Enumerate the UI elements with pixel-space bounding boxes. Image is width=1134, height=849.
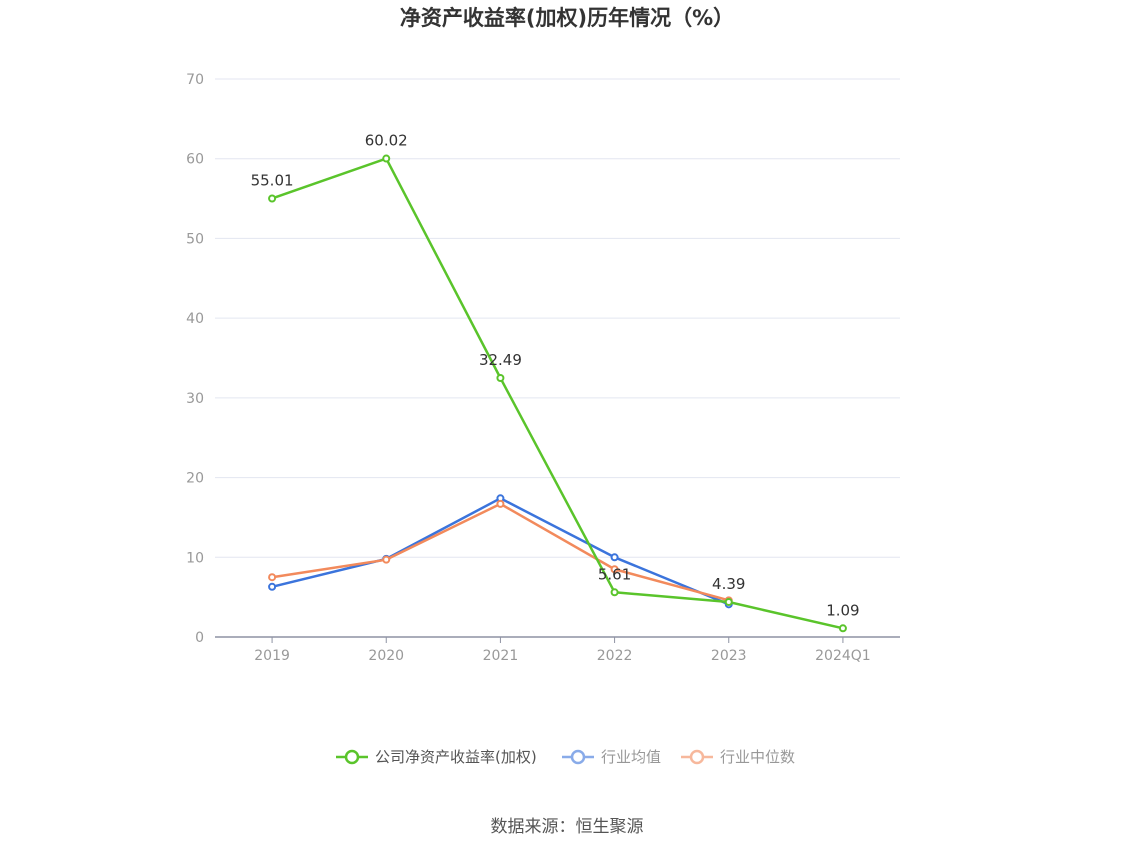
data-point[interactable]: [610, 588, 619, 597]
data-point[interactable]: [382, 154, 391, 163]
y-axis-ticks: 0 10 20 30 40 50 60 70: [186, 72, 204, 646]
data-point[interactable]: [496, 374, 505, 383]
y-tick-label: 30: [186, 391, 204, 407]
source-note: 数据来源：恒生聚源: [490, 817, 644, 837]
data-point[interactable]: [268, 573, 277, 582]
legend-label: 行业中位数: [720, 748, 795, 766]
y-tick-label: 60: [186, 152, 204, 168]
y-tick-label: 20: [186, 471, 204, 487]
data-point[interactable]: [496, 499, 505, 508]
legend-item-1[interactable]: 行业均值: [562, 748, 661, 766]
y-tick-label: 40: [186, 311, 204, 327]
legend-label: 公司净资产收益率(加权): [375, 748, 537, 766]
x-tick-label: 2021: [483, 648, 519, 664]
data-point[interactable]: [610, 553, 619, 562]
y-tick-label: 70: [186, 72, 204, 88]
legend-marker-icon: [689, 749, 705, 765]
series-line: [271, 157, 844, 630]
y-tick-label: 0: [195, 630, 204, 646]
legend-item-2[interactable]: 行业中位数: [681, 748, 795, 766]
data-point[interactable]: [268, 194, 277, 203]
series-1: [268, 494, 733, 609]
data-point[interactable]: [838, 624, 847, 633]
series-layer: [268, 154, 847, 633]
y-tick-label: 10: [186, 550, 204, 566]
legend-marker-icon: [570, 749, 586, 765]
series-line: [271, 502, 730, 602]
x-tick-label: 2022: [597, 648, 633, 664]
series-2: [268, 499, 733, 605]
data-point[interactable]: [382, 555, 391, 564]
x-tick-label: 2023: [711, 648, 747, 664]
data-label: 5.61: [598, 565, 631, 583]
data-label: 60.02: [365, 132, 408, 150]
data-label: 32.49: [479, 351, 522, 369]
data-point[interactable]: [610, 565, 619, 574]
grid-lines: [215, 78, 900, 558]
y-tick-label: 50: [186, 231, 204, 247]
x-axis-ticks: 2019 2020 2021 2022 2023 2024Q1: [254, 637, 871, 664]
data-labels: 55.01 60.02 32.49 5.61 4.39 1.09: [251, 132, 860, 620]
legend-label: 行业均值: [601, 748, 661, 766]
x-tick-label: 2024Q1: [815, 648, 871, 664]
data-label: 55.01: [251, 171, 294, 189]
legend-item-0[interactable]: 公司净资产收益率(加权): [336, 748, 537, 766]
legend[interactable]: 公司净资产收益率(加权) 行业均值 行业中位数: [336, 748, 795, 766]
x-tick-label: 2020: [368, 648, 404, 664]
data-label: 4.39: [712, 575, 745, 593]
data-point[interactable]: [268, 582, 277, 591]
series-0: [268, 154, 847, 633]
data-label: 1.09: [826, 601, 859, 619]
legend-marker-icon: [344, 749, 360, 765]
data-point[interactable]: [724, 598, 733, 607]
x-tick-label: 2019: [254, 648, 290, 664]
series-line: [271, 497, 730, 606]
chart-title: 净资产收益率(加权)历年情况（%）: [399, 6, 735, 30]
